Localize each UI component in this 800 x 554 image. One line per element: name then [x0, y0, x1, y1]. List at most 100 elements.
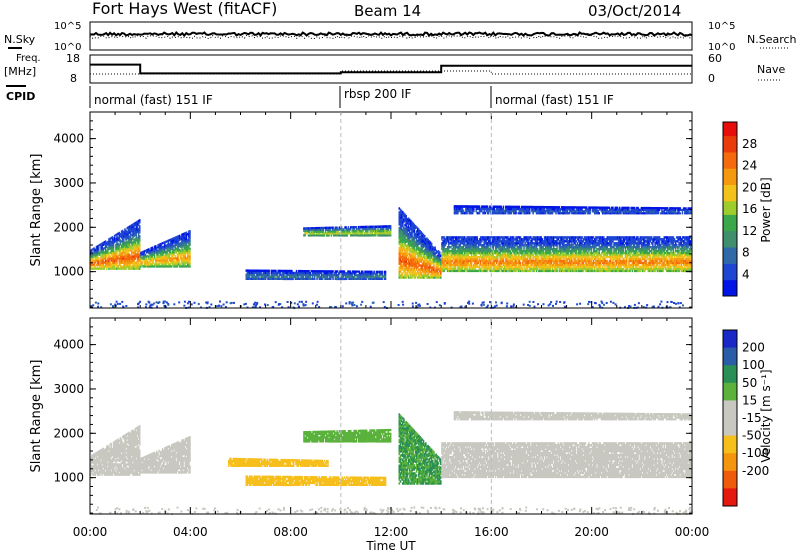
power-cell — [90, 255, 92, 258]
power-cell — [419, 276, 421, 279]
power-cell — [564, 236, 566, 239]
power-cell — [429, 243, 432, 246]
power-cell — [147, 248, 149, 252]
power-cell — [177, 255, 180, 258]
power-cell — [301, 277, 303, 280]
freq-tick-high: 18 — [66, 52, 80, 65]
power-cell — [360, 272, 363, 275]
power-cell — [113, 240, 116, 244]
power-cell — [113, 236, 116, 240]
power-cell — [312, 270, 315, 273]
power-cell — [582, 269, 584, 273]
power-cell — [566, 242, 569, 245]
power-cell — [506, 265, 508, 269]
power-cell — [543, 259, 546, 263]
power-cell — [109, 251, 111, 254]
power-cell — [515, 267, 517, 271]
power-cell — [184, 232, 187, 235]
power-cell — [473, 250, 475, 253]
power-cell — [247, 269, 250, 272]
power-cell — [437, 254, 440, 257]
power-cell — [100, 261, 102, 264]
power-cell — [567, 257, 570, 261]
power-cell — [308, 270, 310, 273]
power-cell — [372, 229, 375, 233]
power-cell — [580, 255, 582, 259]
power-cell — [505, 244, 507, 247]
power-cell — [364, 272, 366, 275]
power-cell — [531, 267, 533, 271]
power-cell — [315, 230, 318, 233]
power-cell — [548, 250, 550, 253]
power-cell — [364, 229, 367, 233]
power-cell — [465, 259, 467, 263]
power-cell — [104, 250, 107, 253]
power-cell — [250, 271, 252, 274]
power-cell — [555, 251, 557, 255]
power-cell — [446, 251, 449, 255]
power-cell — [562, 250, 564, 253]
power-cell — [345, 228, 347, 231]
power-cell — [163, 245, 165, 248]
power-cell — [403, 248, 405, 251]
power-cell — [373, 231, 376, 235]
power-cell — [443, 263, 445, 267]
power-cell — [423, 270, 426, 273]
power-cell — [102, 265, 104, 268]
power-cell — [474, 250, 476, 253]
power-cell — [123, 257, 125, 260]
power-cell — [494, 242, 497, 245]
power-cell — [108, 257, 110, 261]
power-cell — [415, 262, 418, 265]
power-cell — [461, 257, 464, 261]
power-cell — [554, 248, 556, 251]
power-cell — [497, 250, 499, 253]
power-cell — [149, 265, 151, 268]
power-cell — [527, 259, 530, 263]
power-cell — [408, 254, 411, 257]
power-cell — [140, 251, 142, 254]
power-cell — [583, 244, 586, 247]
power-cell — [466, 259, 468, 263]
power-cell — [96, 245, 99, 248]
power-cell — [176, 253, 179, 256]
power-cell — [576, 257, 579, 261]
power-cell — [420, 268, 422, 271]
power-cell — [556, 250, 558, 253]
power-cell — [285, 271, 287, 275]
power-cell — [365, 277, 367, 280]
power-cell — [163, 251, 165, 254]
power-cell — [186, 257, 189, 260]
power-cell — [502, 253, 505, 257]
power-cell — [457, 267, 459, 271]
power-cell — [507, 242, 509, 245]
power-cell — [350, 232, 352, 235]
power-cell — [136, 242, 139, 246]
power-cell — [290, 275, 292, 279]
power-cell — [527, 248, 530, 251]
power-cell — [331, 226, 334, 229]
power-cell — [168, 263, 171, 266]
power-cell — [127, 255, 130, 259]
power-cell — [131, 255, 133, 258]
power-cell — [454, 236, 457, 239]
power-cell — [337, 230, 339, 233]
power-cell — [555, 269, 557, 273]
power-cell — [572, 263, 574, 267]
power-cell — [121, 243, 124, 246]
power-cell — [555, 250, 557, 253]
power-cell — [132, 237, 134, 240]
power-cell — [530, 259, 532, 263]
power-cell — [556, 263, 558, 267]
power-cell — [525, 267, 527, 271]
power-cell — [588, 246, 590, 249]
power-cell — [309, 271, 311, 275]
power-cell — [258, 271, 260, 274]
power-cell — [498, 248, 500, 251]
power-cell — [328, 274, 331, 277]
power-cell — [458, 261, 460, 265]
power-cell — [336, 277, 339, 281]
power-cell — [532, 261, 534, 265]
power-cell — [299, 273, 301, 277]
power-cell — [414, 242, 417, 246]
